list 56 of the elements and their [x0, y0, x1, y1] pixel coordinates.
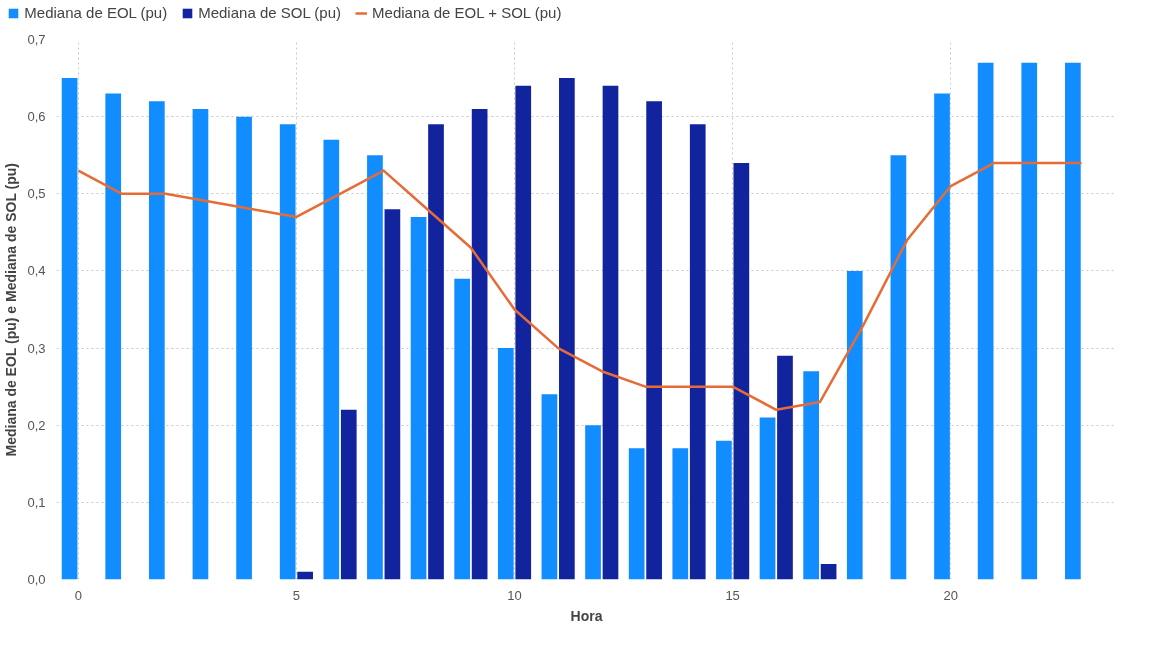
line-series — [77, 161, 1083, 412]
bar — [367, 155, 383, 580]
bar — [689, 124, 706, 580]
legend-label: Mediana de EOL + SOL (pu) — [372, 4, 562, 21]
bar — [297, 571, 313, 580]
x-tick-label: 0 — [74, 587, 82, 603]
y-tick-label: 0,5 — [27, 186, 46, 202]
bar — [559, 78, 575, 580]
bar — [934, 93, 950, 580]
bar — [672, 448, 689, 580]
bar — [820, 564, 837, 580]
bar — [1065, 62, 1081, 580]
y-tick-label: 0,6 — [27, 109, 46, 125]
bar — [716, 440, 732, 580]
bar — [471, 108, 488, 580]
x-tick-label: 20 — [943, 587, 958, 603]
bar — [192, 108, 209, 580]
y-tick-label: 0,7 — [27, 32, 46, 47]
bar — [585, 425, 601, 580]
legend-label: Mediana de SOL (pu) — [198, 4, 342, 21]
bar — [846, 270, 863, 580]
bar — [1021, 62, 1038, 580]
bar — [340, 409, 357, 580]
x-tick-label: 15 — [725, 587, 740, 603]
bar — [777, 355, 793, 580]
bar — [410, 216, 427, 580]
bar — [803, 371, 819, 580]
bar — [541, 394, 558, 580]
bar — [384, 209, 401, 580]
legend-label: Mediana de EOL (pu) — [24, 4, 168, 21]
y-tick-label: 0,1 — [27, 494, 46, 510]
bar — [759, 417, 776, 580]
bar — [323, 139, 340, 580]
bar — [454, 278, 471, 580]
y-tick-label: 0,3 — [27, 340, 46, 356]
x-tick-label: 5 — [292, 587, 301, 603]
bar — [428, 124, 444, 580]
x-tick-label: 10 — [507, 587, 522, 603]
y-axis-title: Mediana de EOL (pu) e Mediana de SOL (pu) — [3, 162, 20, 457]
bar — [646, 101, 662, 580]
bar — [977, 62, 994, 580]
bar — [628, 448, 645, 580]
bar — [733, 162, 750, 580]
x-axis-title: Hora — [570, 607, 603, 624]
bar — [148, 101, 165, 580]
y-tick-label: 0,0 — [27, 572, 46, 587]
bar — [236, 116, 252, 580]
bar — [105, 93, 122, 580]
bar — [497, 348, 514, 580]
bar — [890, 155, 907, 580]
bar — [279, 124, 296, 580]
y-tick-label: 0,4 — [27, 263, 46, 279]
bar — [602, 85, 619, 580]
bar — [61, 78, 78, 580]
bar — [515, 85, 532, 580]
y-tick-label: 0,2 — [27, 417, 46, 433]
